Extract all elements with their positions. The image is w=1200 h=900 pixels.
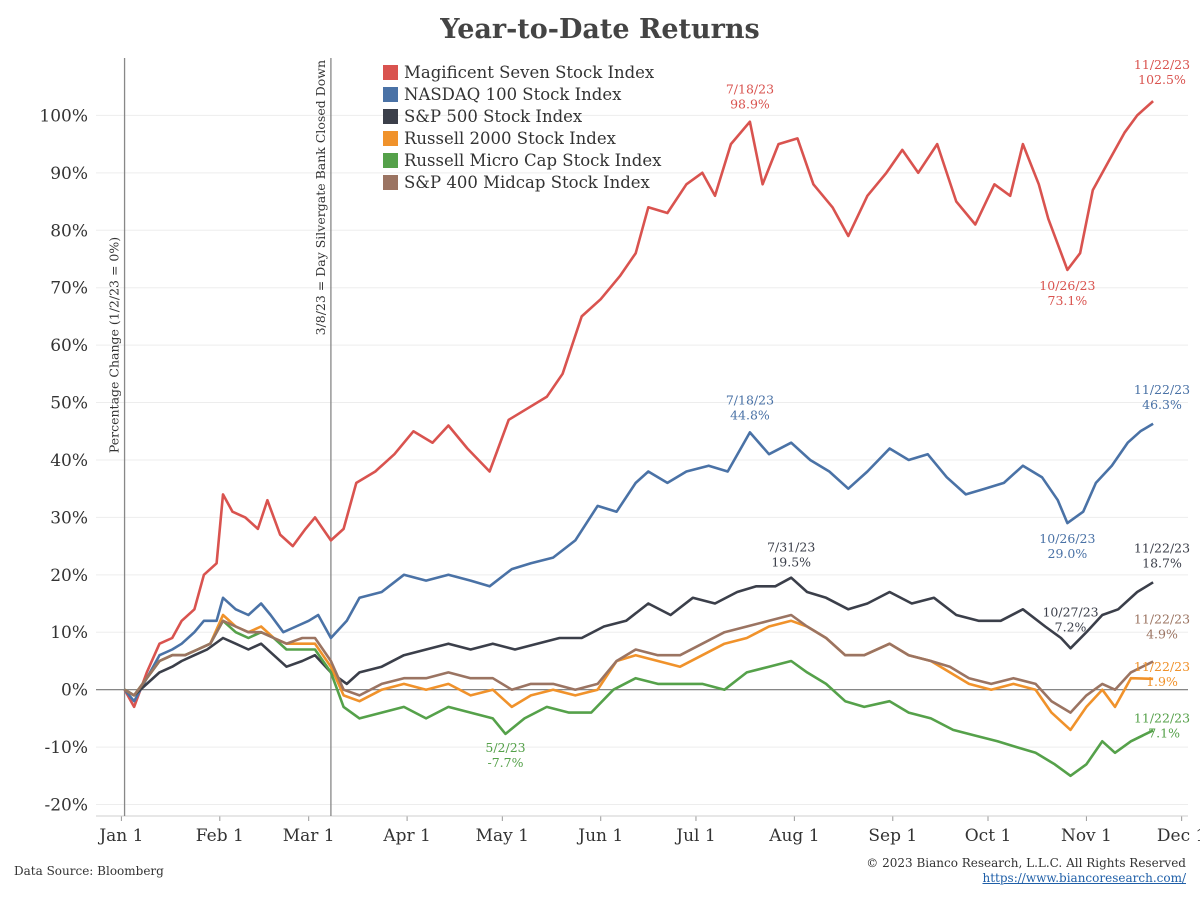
annotation-date: 10/26/23 <box>1039 531 1095 546</box>
x-tick-label: Aug 1 <box>768 826 819 846</box>
annotation-date: 5/2/23 <box>485 740 525 755</box>
series-line-2 <box>123 422 1154 703</box>
x-tick-label: Mar 1 <box>283 826 335 846</box>
reference-line-label: 3/8/23 = Day Silvergate Bank Closed Down <box>313 60 328 335</box>
legend-swatch-1 <box>383 65 398 80</box>
annotation-date: 7/18/23 <box>726 392 774 407</box>
y-tick-label: -20% <box>44 796 88 816</box>
annotation-date: 11/22/23 <box>1134 659 1190 674</box>
x-tick-label: Dec 1 <box>1157 826 1200 846</box>
annotation-value: 44.8% <box>730 407 770 422</box>
annotation-date: 11/22/23 <box>1134 57 1190 72</box>
legend-label-2: NASDAQ 100 Stock Index <box>404 85 622 104</box>
y-tick-label: 100% <box>39 106 88 126</box>
annotation-date: 7/18/23 <box>726 82 774 97</box>
y-tick-label: 80% <box>50 221 88 241</box>
legend-label-4: Russell 2000 Stock Index <box>404 129 617 148</box>
y-tick-label: 70% <box>50 279 88 299</box>
y-tick-label: 0% <box>61 681 88 701</box>
annotation-date: 10/26/23 <box>1039 278 1095 293</box>
legend-swatch-2 <box>383 87 398 102</box>
annotation-value: 102.5% <box>1138 72 1186 87</box>
y-tick-label: -10% <box>44 738 88 758</box>
annotation-value: 98.9% <box>730 97 770 112</box>
x-tick-label: Jul 1 <box>674 826 715 846</box>
y-tick-label: 10% <box>50 623 88 643</box>
series-line-1 <box>123 100 1154 709</box>
x-tick-label: Jan 1 <box>97 826 143 846</box>
x-tick-label: Feb 1 <box>196 826 244 846</box>
legend-swatch-3 <box>383 109 398 124</box>
annotation-date: 11/22/23 <box>1134 382 1190 397</box>
series-line-6 <box>123 613 1154 714</box>
legend-swatch-4 <box>383 131 398 146</box>
reference-line-label: Percentage Change (1/2/23 = 0%) <box>107 237 122 453</box>
annotation-date: 11/22/23 <box>1134 710 1190 725</box>
series-line-5 <box>123 619 1154 778</box>
footer-credits: © 2023 Bianco Research, L.L.C. All Right… <box>866 856 1186 886</box>
annotation-value: 1.9% <box>1146 674 1178 689</box>
x-tick-label: May 1 <box>476 826 529 846</box>
annotation-value: 18.7% <box>1142 555 1182 570</box>
annotation-value: -7.7% <box>488 755 524 770</box>
chart-title: Year-to-Date Returns <box>440 14 760 45</box>
x-tick-label: Apr 1 <box>382 826 431 846</box>
annotation-value: -7.1% <box>1144 725 1180 740</box>
legend-label-5: Russell Micro Cap Stock Index <box>404 151 662 170</box>
annotation-date: 10/27/23 <box>1042 604 1098 619</box>
legend-swatch-6 <box>383 175 398 190</box>
x-tick-label: Jun 1 <box>576 826 623 846</box>
annotation-date: 11/22/23 <box>1134 540 1190 555</box>
y-tick-label: 60% <box>50 336 88 356</box>
website-link[interactable]: https://www.biancoresearch.com/ <box>982 871 1186 885</box>
y-tick-label: 20% <box>50 566 88 586</box>
x-tick-label: Nov 1 <box>1061 826 1112 846</box>
annotation-value: 7.2% <box>1055 619 1087 634</box>
annotation-date: 11/22/23 <box>1134 612 1190 627</box>
series-line-3 <box>123 576 1154 697</box>
copyright-text: © 2023 Bianco Research, L.L.C. All Right… <box>866 856 1186 870</box>
y-tick-label: 50% <box>50 394 88 414</box>
annotation-date: 7/31/23 <box>767 540 815 555</box>
annotation-value: 73.1% <box>1048 293 1088 308</box>
legend-label-1: Magificent Seven Stock Index <box>404 63 655 82</box>
y-tick-label: 30% <box>50 508 88 528</box>
y-tick-label: 40% <box>50 451 88 471</box>
x-tick-label: Sep 1 <box>868 826 917 846</box>
y-tick-label: 90% <box>50 164 88 184</box>
x-tick-label: Oct 1 <box>965 826 1012 846</box>
annotation-value: 19.5% <box>771 555 811 570</box>
annotation-value: 29.0% <box>1048 546 1088 561</box>
legend-label-6: S&P 400 Midcap Stock Index <box>404 173 651 192</box>
annotation-value: 46.3% <box>1142 397 1182 412</box>
legend-label-3: S&P 500 Stock Index <box>404 107 583 126</box>
data-source-note: Data Source: Bloomberg <box>14 864 164 878</box>
legend-swatch-5 <box>383 153 398 168</box>
annotation-value: 4.9% <box>1146 627 1178 642</box>
